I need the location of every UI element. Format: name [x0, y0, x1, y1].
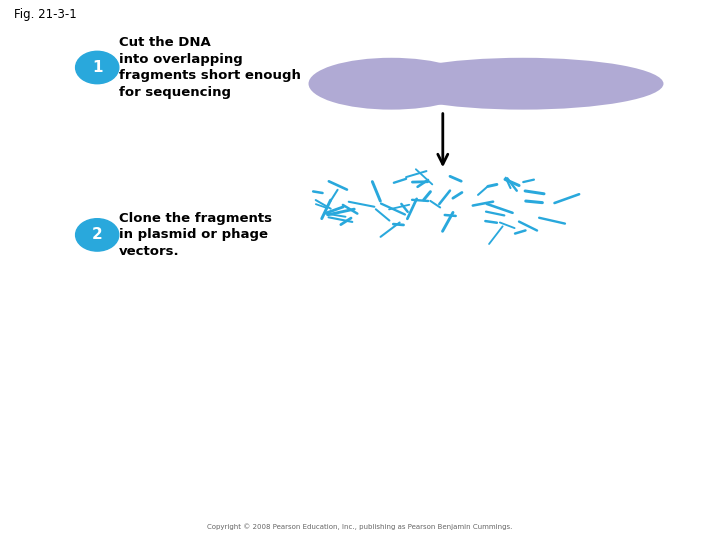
FancyBboxPatch shape	[366, 77, 402, 90]
Ellipse shape	[430, 71, 456, 97]
Text: Cut the DNA
into overlapping
fragments short enough
for sequencing: Cut the DNA into overlapping fragments s…	[119, 36, 301, 99]
Text: Fig. 21-3-1: Fig. 21-3-1	[14, 8, 77, 21]
Text: 2: 2	[92, 227, 102, 242]
FancyBboxPatch shape	[448, 77, 493, 90]
Ellipse shape	[308, 58, 474, 110]
Text: Clone the fragments
in plasmid or phage
vectors.: Clone the fragments in plasmid or phage …	[119, 212, 272, 258]
Text: 1: 1	[92, 60, 102, 75]
Text: Copyright © 2008 Pearson Education, Inc., publishing as Pearson Benjamin Cumming: Copyright © 2008 Pearson Education, Inc.…	[207, 524, 513, 530]
Circle shape	[76, 51, 119, 84]
Ellipse shape	[383, 58, 664, 110]
Circle shape	[76, 219, 119, 251]
